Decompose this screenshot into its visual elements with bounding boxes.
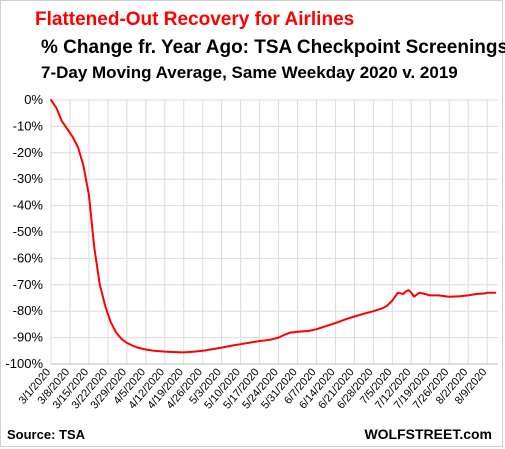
y-tick-label: -80% (13, 303, 44, 318)
y-tick-label: -100% (5, 356, 43, 371)
series-line-tsa-screenings (50, 99, 497, 354)
y-tick-label: -20% (13, 145, 44, 160)
y-tick-label: -70% (13, 277, 44, 292)
y-tick-label: -90% (13, 330, 44, 345)
y-tick-label: -30% (13, 171, 44, 186)
chart-subtitle: % Change fr. Year Ago: TSA Checkpoint Sc… (41, 37, 505, 58)
chart-subtitle-moving-average: 7-Day Moving Average, Same Weekday 2020 … (41, 63, 458, 82)
brand-label: WOLFSTREET.com (364, 426, 492, 442)
chart-title: Flattened-Out Recovery for Airlines (35, 9, 355, 30)
y-tick-label: -50% (13, 224, 44, 239)
y-tick-label: 0% (24, 92, 43, 107)
y-tick-label: -60% (13, 250, 44, 265)
source-note: Source: TSA (7, 427, 86, 442)
y-tick-label: -10% (13, 118, 44, 133)
y-tick-label: -40% (13, 198, 44, 213)
